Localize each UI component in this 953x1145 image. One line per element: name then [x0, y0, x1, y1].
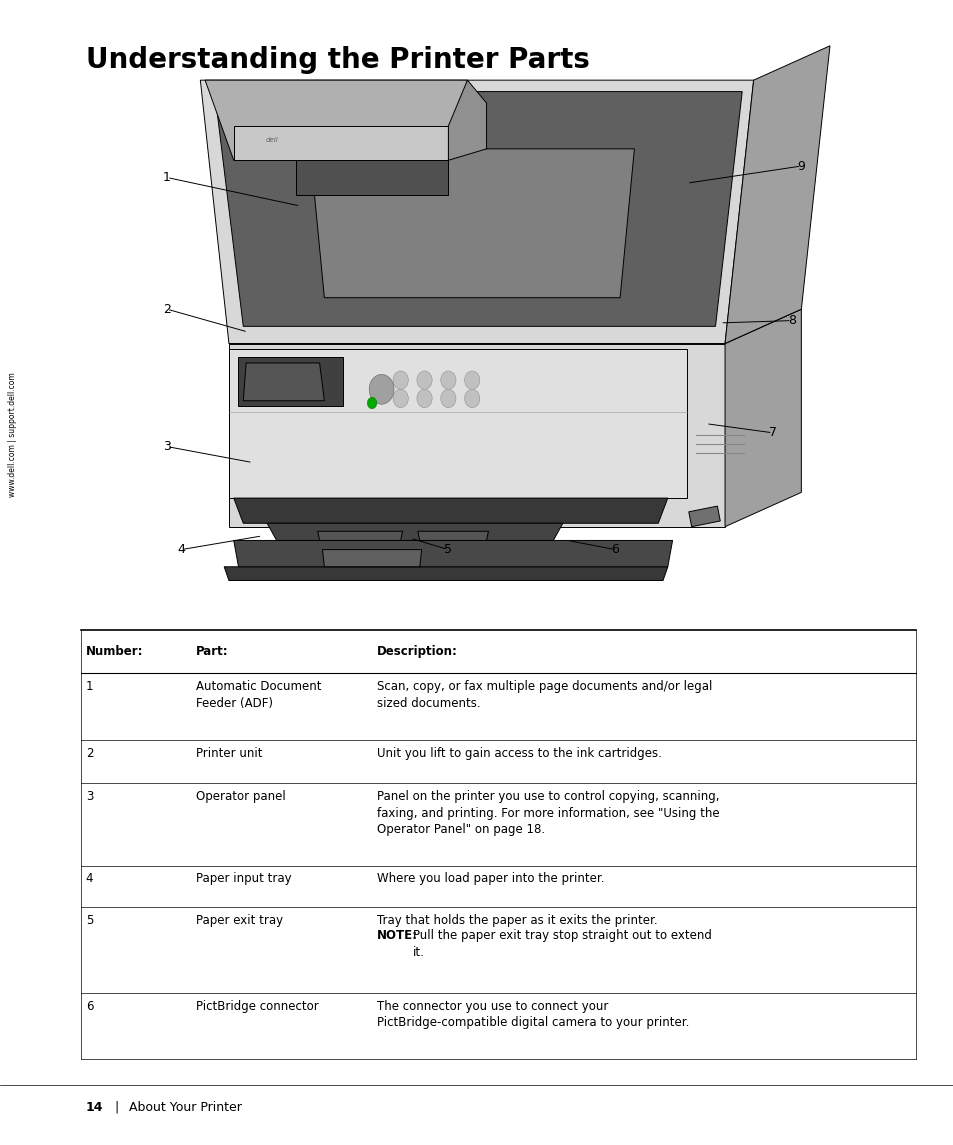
- Text: 1: 1: [163, 171, 171, 184]
- Text: 5: 5: [86, 914, 93, 926]
- Polygon shape: [233, 540, 672, 567]
- Circle shape: [367, 397, 376, 409]
- Circle shape: [393, 389, 408, 408]
- Text: Operator panel: Operator panel: [195, 790, 285, 803]
- Polygon shape: [243, 363, 324, 401]
- Polygon shape: [205, 80, 467, 160]
- Text: 14: 14: [86, 1100, 103, 1114]
- Polygon shape: [229, 309, 801, 344]
- Text: Pull the paper exit tray stop straight out to extend
it.: Pull the paper exit tray stop straight o…: [413, 930, 711, 958]
- Text: Part:: Part:: [195, 645, 228, 658]
- Polygon shape: [724, 309, 801, 527]
- Text: Printer unit: Printer unit: [195, 747, 262, 759]
- Text: Description:: Description:: [376, 645, 457, 658]
- Text: About Your Printer: About Your Printer: [129, 1100, 241, 1114]
- Polygon shape: [238, 357, 343, 406]
- Text: 1: 1: [86, 680, 93, 693]
- Polygon shape: [322, 550, 421, 567]
- Text: Panel on the printer you use to control copying, scanning,
faxing, and printing.: Panel on the printer you use to control …: [376, 790, 719, 836]
- Text: Where you load paper into the printer.: Where you load paper into the printer.: [376, 872, 603, 885]
- Text: Number:: Number:: [86, 645, 143, 658]
- Text: Paper exit tray: Paper exit tray: [195, 914, 282, 926]
- Polygon shape: [417, 531, 488, 540]
- Text: 6: 6: [86, 1000, 93, 1012]
- Polygon shape: [310, 149, 634, 298]
- Text: 8: 8: [787, 314, 795, 327]
- Text: www.dell.com | support.dell.com: www.dell.com | support.dell.com: [8, 373, 17, 497]
- Text: 2: 2: [163, 302, 171, 316]
- Text: NOTE:: NOTE:: [376, 930, 417, 942]
- Polygon shape: [267, 523, 562, 540]
- Text: dell: dell: [265, 136, 278, 143]
- Text: 4: 4: [177, 543, 185, 556]
- Polygon shape: [448, 80, 486, 160]
- Circle shape: [464, 389, 479, 408]
- Text: 6: 6: [611, 543, 618, 556]
- Circle shape: [440, 371, 456, 389]
- Polygon shape: [229, 344, 724, 527]
- Polygon shape: [233, 126, 448, 160]
- Text: 3: 3: [86, 790, 93, 803]
- Text: 7: 7: [768, 426, 776, 440]
- Circle shape: [416, 389, 432, 408]
- Text: Unit you lift to gain access to the ink cartridges.: Unit you lift to gain access to the ink …: [376, 747, 661, 759]
- Text: Scan, copy, or fax multiple page documents and/or legal
sized documents.: Scan, copy, or fax multiple page documen…: [376, 680, 712, 710]
- Text: 9: 9: [797, 159, 804, 173]
- Polygon shape: [224, 567, 667, 581]
- Text: Paper input tray: Paper input tray: [195, 872, 291, 885]
- Polygon shape: [688, 506, 720, 527]
- Polygon shape: [233, 498, 667, 523]
- Polygon shape: [317, 531, 402, 540]
- Text: Automatic Document
Feeder (ADF): Automatic Document Feeder (ADF): [195, 680, 321, 710]
- Polygon shape: [229, 349, 686, 498]
- Text: The connector you use to connect your
PictBridge-compatible digital camera to yo: The connector you use to connect your Pi…: [376, 1000, 688, 1029]
- Polygon shape: [214, 92, 741, 326]
- Circle shape: [416, 371, 432, 389]
- Polygon shape: [200, 80, 753, 344]
- Text: Understanding the Printer Parts: Understanding the Printer Parts: [86, 46, 589, 73]
- Text: 2: 2: [86, 747, 93, 759]
- Polygon shape: [724, 46, 829, 344]
- Text: 3: 3: [163, 440, 171, 453]
- Text: Tray that holds the paper as it exits the printer.: Tray that holds the paper as it exits th…: [376, 914, 657, 926]
- Text: 5: 5: [444, 543, 452, 556]
- Text: PictBridge connector: PictBridge connector: [195, 1000, 318, 1012]
- Circle shape: [464, 371, 479, 389]
- Polygon shape: [295, 160, 448, 195]
- Circle shape: [369, 374, 394, 404]
- Text: |: |: [114, 1100, 118, 1114]
- Text: 4: 4: [86, 872, 93, 885]
- Circle shape: [440, 389, 456, 408]
- Circle shape: [393, 371, 408, 389]
